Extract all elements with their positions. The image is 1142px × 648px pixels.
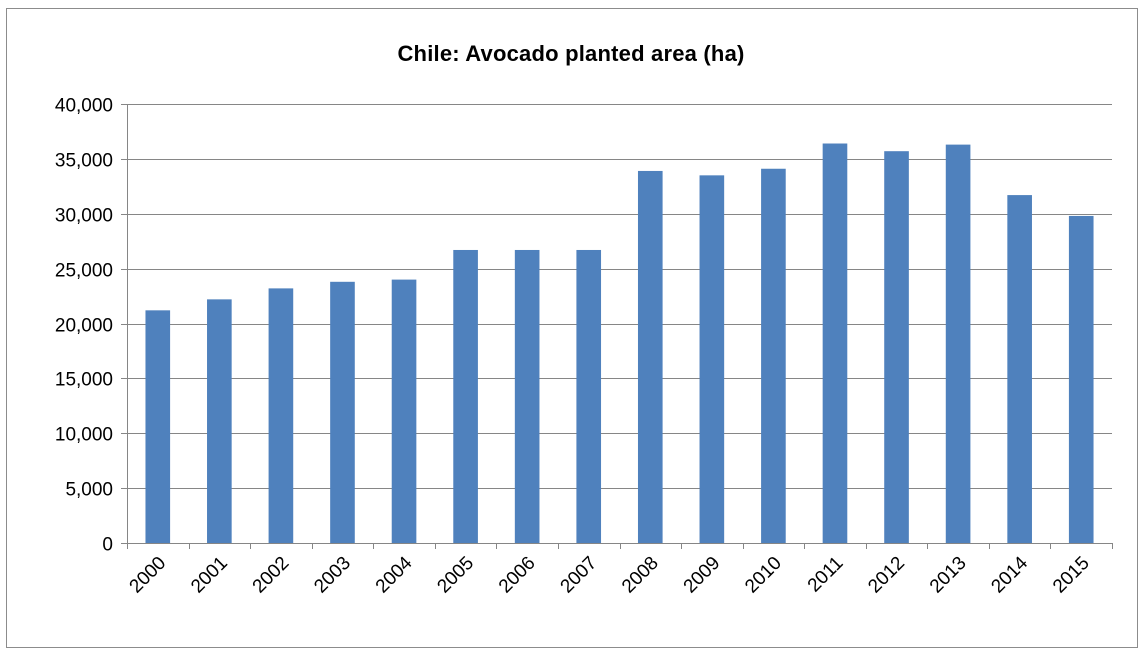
y-tick-label: 35,000 — [55, 151, 113, 172]
x-tick-label: 2009 — [680, 553, 725, 598]
bar-chart: 0 5,000 10,000 15,000 20,000 25,000 30,000 35,0… — [55, 96, 1113, 598]
bar — [207, 299, 232, 543]
x-tick-label: 2014 — [987, 552, 1032, 597]
bar — [822, 143, 848, 543]
chart-title: Chile: Avocado planted area (ha) — [397, 41, 745, 66]
x-tick-label: 2002 — [249, 553, 294, 598]
x-tick-label: 2008 — [618, 553, 663, 598]
bar — [268, 288, 294, 543]
x-tick-label: 2007 — [557, 553, 602, 598]
bar — [391, 279, 417, 543]
axes — [127, 104, 1113, 549]
y-tick-label: 30,000 — [55, 206, 113, 227]
bar — [514, 249, 540, 543]
bar — [1007, 195, 1032, 543]
bar — [884, 151, 909, 543]
y-tick-label: 10,000 — [55, 425, 113, 446]
bar — [699, 175, 725, 543]
x-tick-label: 2004 — [372, 552, 417, 597]
bar — [945, 144, 971, 544]
x-tick-label: 2000 — [126, 553, 171, 598]
x-tick-label: 2003 — [310, 553, 355, 598]
bar — [145, 310, 171, 543]
y-tick-label: 0 — [102, 535, 113, 556]
x-tick-label: 2013 — [926, 553, 971, 598]
bar — [761, 168, 786, 543]
x-tick-label: 2015 — [1049, 553, 1094, 598]
bar — [637, 170, 663, 543]
y-tick-label: 40,000 — [55, 96, 113, 117]
x-tick-label: 2011 — [804, 553, 848, 597]
y-tick-label: 20,000 — [55, 316, 113, 337]
bar — [330, 281, 355, 543]
y-tick-label: 5,000 — [65, 480, 113, 501]
x-tick-label: 2006 — [495, 553, 540, 598]
x-tick-label: 2010 — [741, 553, 786, 598]
x-tick-label: 2012 — [864, 553, 909, 598]
bar — [576, 249, 602, 543]
bar — [453, 249, 478, 543]
y-tick-label: 25,000 — [55, 261, 113, 282]
y-tick-label: 15,000 — [55, 370, 113, 391]
bars — [145, 143, 1094, 544]
bar — [1068, 215, 1094, 543]
x-tick-label: 2001 — [187, 553, 232, 598]
x-tick-label: 2005 — [433, 553, 478, 598]
